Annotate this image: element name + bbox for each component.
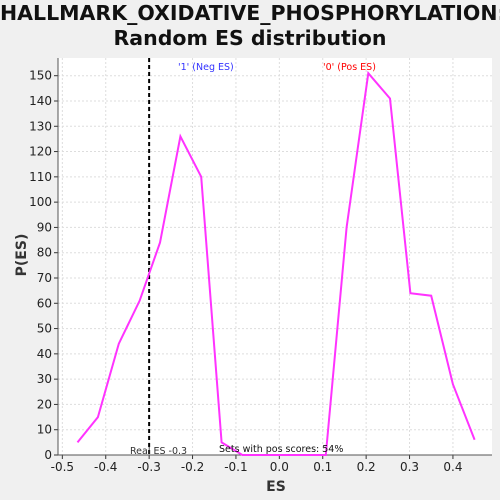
x-tick-label: 0.4 bbox=[443, 460, 462, 474]
y-tick-label: 130 bbox=[29, 119, 52, 133]
x-tick-label: -0.3 bbox=[137, 460, 160, 474]
y-tick-label: 10 bbox=[37, 423, 52, 437]
real-es-label: Real ES -0.3 bbox=[130, 446, 187, 457]
pos-scores-label: Sets with pos scores: 54% bbox=[219, 444, 343, 455]
x-tick-label: 0.3 bbox=[400, 460, 419, 474]
y-tick-label: 90 bbox=[37, 220, 52, 234]
x-tick-label: 0.0 bbox=[270, 460, 289, 474]
x-axis-title: ES bbox=[266, 479, 286, 495]
y-tick-label: 140 bbox=[29, 94, 52, 108]
pos-es-label: '0' (Pos ES) bbox=[323, 62, 376, 73]
x-tick-label: -0.4 bbox=[94, 460, 117, 474]
neg-es-label: '1' (Neg ES) bbox=[178, 62, 234, 73]
x-tick-label: -0.1 bbox=[224, 460, 247, 474]
y-tick-label: 40 bbox=[37, 347, 52, 361]
y-axis-title: P(ES) bbox=[14, 234, 30, 277]
x-tick-label: 0.2 bbox=[357, 460, 376, 474]
x-tick-label: -0.5 bbox=[51, 460, 74, 474]
y-tick-label: 0 bbox=[44, 448, 52, 462]
chart-title-line-1: HALLMARK_OXIDATIVE_PHOSPHORYLATION: bbox=[0, 1, 500, 25]
y-tick-label: 100 bbox=[29, 195, 52, 209]
y-tick-label: 20 bbox=[37, 397, 52, 411]
y-tick-label: 120 bbox=[29, 145, 52, 159]
plot-background bbox=[58, 58, 492, 455]
x-tick-label: 0.1 bbox=[313, 460, 332, 474]
y-tick-label: 80 bbox=[37, 246, 52, 260]
chart-title-line-2: Random ES distribution bbox=[113, 26, 387, 50]
es-distribution-line bbox=[76, 70, 476, 456]
y-tick-label: 60 bbox=[37, 296, 52, 310]
y-tick-label: 110 bbox=[29, 170, 52, 184]
y-tick-label: 50 bbox=[37, 322, 52, 336]
x-tick-label: -0.2 bbox=[181, 460, 204, 474]
y-tick-label: 70 bbox=[37, 271, 52, 285]
y-tick-label: 150 bbox=[29, 69, 52, 83]
y-tick-label: 30 bbox=[37, 372, 52, 386]
